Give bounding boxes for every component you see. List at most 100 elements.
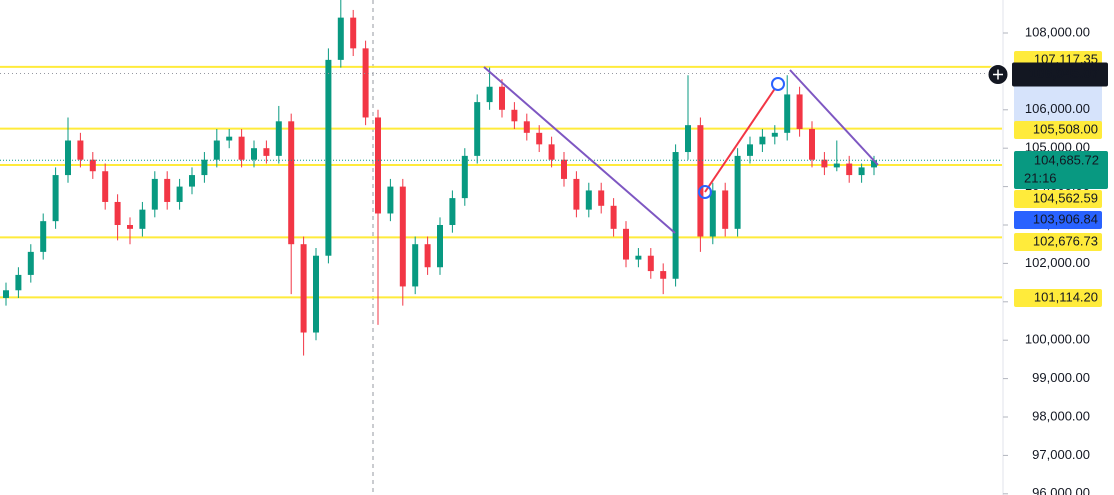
- candle-body: [722, 190, 729, 229]
- candle-body: [263, 148, 270, 156]
- candle-body: [697, 125, 704, 237]
- candle-body: [499, 86, 505, 110]
- y-tick-label: 99,000.00: [1032, 370, 1090, 385]
- y-tick-label: 96,000.00: [1032, 485, 1090, 495]
- candle-body: [647, 255, 654, 272]
- candle-body: [623, 228, 629, 260]
- candle-body: [176, 186, 183, 202]
- countdown-label: 21:16: [1024, 170, 1057, 185]
- price-axis: 96,000.00 97,000.00 98,000.00 99,000.00 100,…: [987, 24, 1108, 495]
- candle-body: [486, 86, 493, 103]
- candle-body: [846, 163, 853, 176]
- crosshair-price-label: 106,945.07: [1029, 65, 1099, 81]
- y-tick-label: 97,000.00: [1032, 447, 1090, 462]
- candle-body: [89, 159, 96, 172]
- candle-body: [424, 244, 431, 268]
- level-label-bg: [1014, 233, 1102, 251]
- candle-body: [350, 17, 357, 49]
- candle-body: [238, 136, 245, 160]
- plot: [0, 0, 1002, 356]
- candle-body: [226, 136, 233, 141]
- candle-body: [747, 144, 753, 156]
- candle-body: [102, 171, 109, 202]
- level-label-bg: [1014, 190, 1102, 208]
- candle-body: [399, 186, 406, 287]
- marker-price-bg: [1014, 211, 1102, 229]
- candle-body: [561, 159, 567, 179]
- candle-body: [734, 155, 741, 229]
- anchor-handle[interactable]: [698, 185, 712, 199]
- candle-body: [610, 205, 617, 229]
- candle-body: [449, 198, 456, 225]
- level-label: 105,508.00: [1033, 121, 1098, 136]
- level-label: 104,562.59: [1033, 190, 1098, 205]
- y-tick-label: 100,000.00: [1025, 332, 1090, 347]
- candle-body: [3, 290, 9, 298]
- last-price-bg: [1014, 151, 1108, 189]
- candle-body: [585, 190, 592, 210]
- candle-body: [833, 163, 840, 168]
- anchor-handle[interactable]: [771, 77, 785, 91]
- candle-body: [672, 152, 679, 279]
- candle-body: [300, 244, 307, 333]
- y-tick-label: 108,000.00: [1025, 24, 1090, 39]
- crosshair-price-bg: [1012, 62, 1108, 87]
- candle-body: [784, 94, 791, 133]
- candle-body: [573, 178, 580, 210]
- candle-body: [474, 102, 481, 156]
- candle-body: [660, 271, 667, 279]
- level-label: 102,676.73: [1033, 233, 1098, 248]
- candle-body: [858, 167, 865, 176]
- candle-body: [139, 209, 146, 229]
- candle-body: [548, 144, 555, 160]
- candle-body: [759, 136, 766, 145]
- marker-price-label: 103,906.84: [1033, 211, 1098, 226]
- candle-body: [871, 160, 877, 168]
- y-tick-label: 102,000.00: [1025, 255, 1090, 270]
- candle-body: [821, 159, 828, 168]
- trend-line: [483, 66, 676, 234]
- candle-body: [796, 94, 803, 129]
- candle-body: [771, 132, 778, 137]
- candle-body: [511, 109, 518, 122]
- candle-body: [325, 59, 332, 256]
- candle-body: [809, 128, 815, 160]
- candle-body: [362, 48, 369, 118]
- candle-body: [313, 255, 319, 333]
- level-label-bg: [1014, 121, 1102, 139]
- candle-body: [77, 140, 84, 160]
- y-tick-label: 105,000.00: [1025, 140, 1090, 155]
- candle-body: [201, 159, 208, 176]
- candle-body: [251, 148, 257, 160]
- candle-body: [15, 274, 22, 291]
- level-label: 101,114.20: [1034, 289, 1098, 304]
- candle-body: [164, 178, 171, 202]
- candle-body: [288, 121, 295, 245]
- candle-body: [536, 132, 543, 145]
- y-tick-label: 106,000.00: [1025, 101, 1090, 116]
- last-price-label: 104,685.72: [1034, 152, 1099, 167]
- candle-body: [27, 251, 34, 275]
- candle-body: [461, 155, 468, 199]
- candle-body: [709, 190, 716, 237]
- candle-body: [523, 121, 530, 133]
- candle-body: [437, 224, 443, 268]
- candle-body: [375, 117, 381, 214]
- add-icon: [993, 69, 1003, 80]
- candle-body: [387, 186, 394, 214]
- candle-body: [635, 255, 642, 260]
- candle-body: [65, 140, 71, 176]
- range-highlight: [1014, 86, 1102, 122]
- candle-body: [40, 221, 47, 252]
- candle-body: [275, 121, 282, 156]
- candle-body: [337, 17, 344, 60]
- candle-body: [213, 140, 220, 160]
- candle-body: [151, 178, 158, 210]
- y-tick-label: 98,000.00: [1032, 408, 1090, 423]
- candle-body: [598, 190, 605, 206]
- candle-body: [189, 175, 195, 187]
- ray-line: [704, 83, 779, 193]
- candle-body: [685, 125, 691, 153]
